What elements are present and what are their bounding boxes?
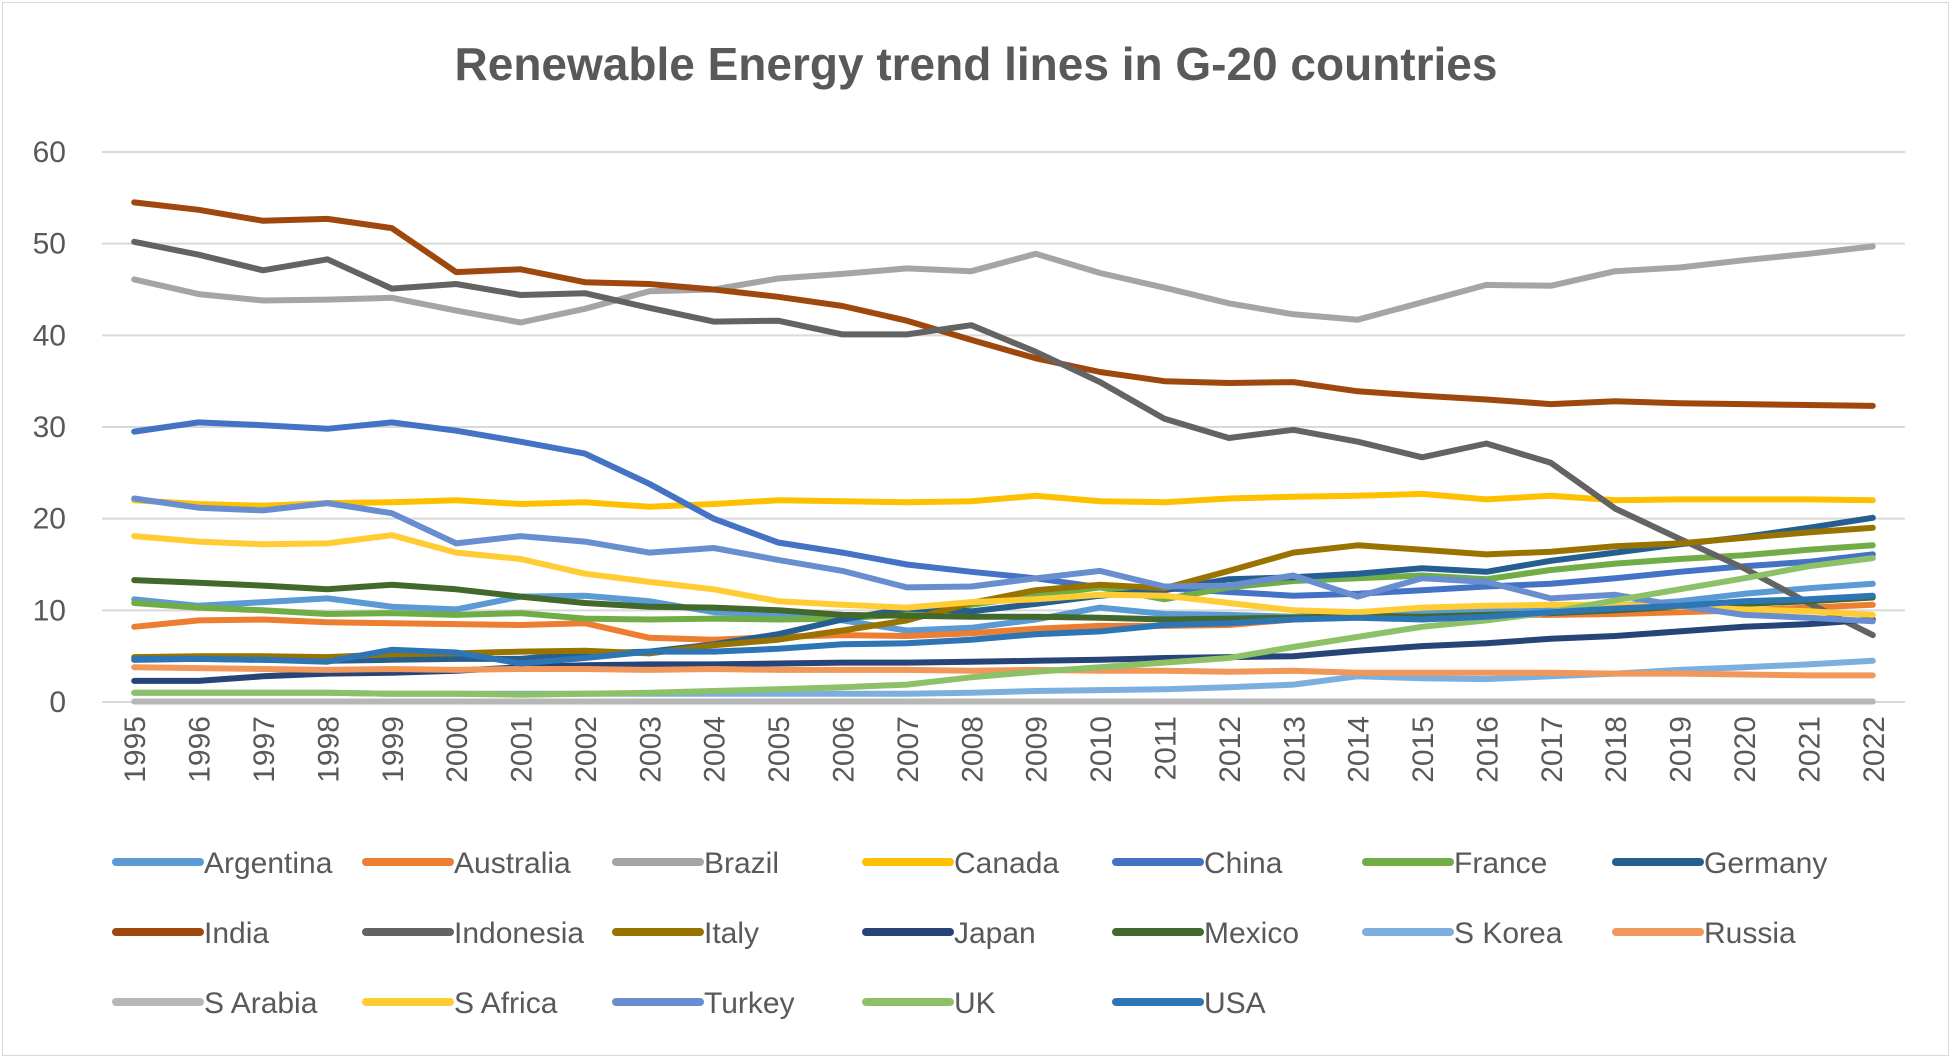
legend-label-italy: Italy [704, 917, 759, 950]
x-tick-label: 2006 [828, 716, 861, 783]
x-tick-label: 2012 [1214, 716, 1247, 783]
legend-label-s-korea: S Korea [1454, 917, 1563, 950]
series-line-turkey [131, 495, 1876, 625]
x-tick-label: 2016 [1471, 716, 1504, 783]
x-tick-label: 2005 [763, 716, 796, 783]
series-lines [131, 199, 1876, 705]
series-line-germany [131, 514, 1876, 664]
legend-label-france: France [1454, 847, 1547, 880]
series-line-usa [131, 592, 1876, 667]
x-tick-label: 2009 [1021, 716, 1054, 783]
x-tick-label: 2004 [699, 716, 732, 783]
x-tick-label: 2011 [1149, 716, 1182, 781]
legend-label-mexico: Mexico [1204, 917, 1299, 950]
legend-label-indonesia: Indonesia [454, 917, 584, 950]
y-tick-label: 30 [33, 411, 66, 444]
legend-label-japan: Japan [954, 917, 1036, 950]
x-tick-label: 2001 [506, 716, 539, 783]
y-tick-label: 0 [49, 686, 66, 719]
x-tick-label: 1998 [312, 716, 345, 783]
x-tick-label: 1996 [184, 716, 217, 783]
chart-title: Renewable Energy trend lines in G-20 cou… [455, 38, 1498, 90]
series-line-india [131, 199, 1876, 409]
legend-label-india: India [204, 917, 269, 950]
x-tick-label: 1997 [248, 716, 281, 783]
legend-label-usa: USA [1204, 987, 1266, 1020]
y-tick-label: 20 [33, 503, 66, 536]
legend-label-brazil: Brazil [704, 847, 779, 880]
x-tick-label: 2019 [1665, 716, 1698, 783]
x-tick-label: 2015 [1407, 716, 1440, 783]
x-tick-label: 1995 [119, 716, 152, 783]
legend: Argentina Australia Brazil Canada China Franc… [112, 847, 1827, 1020]
legend-label-s-africa: S Africa [454, 987, 558, 1020]
x-tick-label: 2000 [441, 716, 474, 783]
series-line-uk [131, 555, 1876, 698]
y-tick-label: 10 [33, 594, 66, 627]
series-line-indonesia [131, 238, 1876, 639]
legend-label-china: China [1204, 847, 1283, 880]
legend-label-canada: Canada [954, 847, 1059, 880]
x-tick-label: 1999 [377, 716, 410, 783]
legend-label-australia: Australia [454, 847, 571, 880]
legend-label-s-arabia: S Arabia [204, 987, 318, 1020]
series-line-canada [131, 490, 1876, 510]
x-tick-label: 2020 [1729, 716, 1762, 783]
x-tick-label: 2021 [1793, 716, 1826, 783]
x-tick-label: 2010 [1085, 716, 1118, 783]
x-tick-label: 2002 [570, 716, 603, 783]
legend-label-turkey: Turkey [704, 987, 795, 1020]
y-tick-label: 60 [33, 136, 66, 169]
y-tick-label: 50 [33, 228, 66, 261]
legend-label-uk: UK [954, 987, 996, 1020]
series-line-china [131, 419, 1876, 599]
series-line-russia [131, 664, 1876, 679]
legend-label-argentina: Argentina [204, 847, 333, 880]
x-tick-label: 2008 [956, 716, 989, 783]
y-tick-label: 40 [33, 319, 66, 352]
x-tick-label: 2003 [634, 716, 667, 783]
x-axis-ticks: 1995 1996 1997 1998 1999 2000 2001 2002 2003 2004… [119, 716, 1891, 783]
legend-label-russia: Russia [1704, 917, 1796, 950]
y-axis-ticks: 0 10 20 30 40 50 60 [33, 136, 66, 719]
x-tick-label: 2007 [892, 716, 925, 783]
x-tick-label: 2022 [1858, 716, 1891, 783]
x-tick-label: 2018 [1600, 716, 1633, 783]
x-tick-label: 2014 [1343, 716, 1376, 783]
x-tick-label: 2017 [1536, 716, 1569, 783]
x-tick-label: 2013 [1278, 716, 1311, 783]
series-line-brazil [131, 243, 1876, 326]
legend-label-germany: Germany [1704, 847, 1827, 880]
